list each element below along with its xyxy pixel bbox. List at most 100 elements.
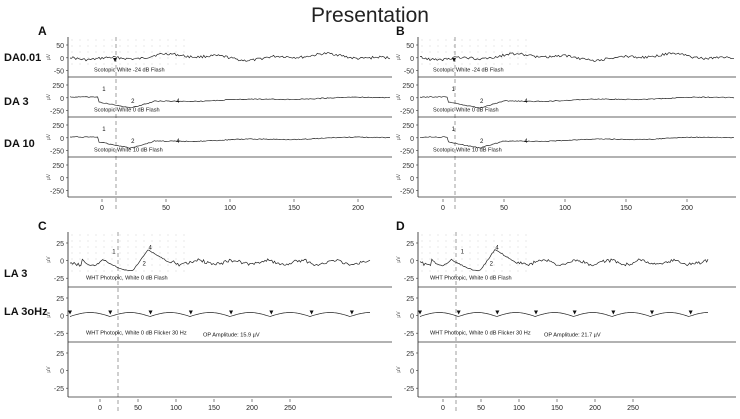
y-tick-label: -25 [404, 386, 414, 393]
x-tick-label: 0 [98, 405, 102, 412]
grid-dot [175, 252, 177, 254]
trace-label: Scotopic White 10 dB Flash [94, 147, 163, 153]
grid-dot [111, 240, 113, 242]
grid-dot [453, 252, 455, 254]
grid-dot [437, 234, 439, 236]
grid-dot [119, 51, 121, 53]
grid-dot [79, 57, 81, 59]
y-tick-label: 250 [52, 83, 64, 90]
grid-dot [525, 246, 527, 248]
grid-dot [501, 246, 503, 248]
row-label-da001: DA0.01 [4, 52, 42, 64]
grid-dot [485, 258, 487, 260]
grid-dot [167, 240, 169, 242]
grid-dot [485, 57, 487, 59]
channel-label: µV [396, 53, 402, 60]
grid-dot [421, 240, 423, 242]
flicker-peak-marker [650, 310, 654, 315]
grid-dot [469, 57, 471, 59]
grid-dot [159, 57, 161, 59]
grid-dot [183, 63, 185, 65]
y-tick-label: 0 [410, 259, 414, 266]
grid-dot [501, 234, 503, 236]
grid-dot [79, 246, 81, 248]
y-tick-label: 0 [60, 314, 64, 321]
grid-dot [421, 45, 423, 47]
grid-dot [135, 57, 137, 59]
grid-dot [127, 57, 129, 59]
grid-dot [95, 39, 97, 41]
trace-marker-number: 2 [490, 262, 494, 268]
grid-dot [127, 39, 129, 41]
grid-dot [485, 264, 487, 266]
y-tick-label: -25 [54, 331, 64, 338]
grid-dot [469, 234, 471, 236]
y-tick-label: -250 [400, 109, 414, 116]
channel-label: µV [396, 133, 402, 140]
trace-marker-number: 4 [176, 139, 180, 145]
grid-dot [103, 234, 105, 236]
grid-dot [445, 39, 447, 41]
grid-dot [509, 45, 511, 47]
x-tick-label: 0 [441, 405, 445, 412]
grid-dot [159, 63, 161, 65]
grid-dot [143, 240, 145, 242]
grid-dot [501, 63, 503, 65]
grid-dot [469, 252, 471, 254]
grid-dot [103, 264, 105, 266]
trace-marker-number: 1 [461, 250, 465, 256]
grid-dot [421, 57, 423, 59]
grid-dot [461, 270, 463, 272]
grid-dot [445, 63, 447, 65]
grid-dot [509, 246, 511, 248]
flicker-peak-marker [611, 310, 616, 315]
channel-label: µV [396, 366, 402, 373]
y-tick-label: 0 [60, 136, 64, 143]
grid-dot [71, 39, 73, 41]
grid-dot [437, 45, 439, 47]
grid-dot [175, 240, 177, 242]
trace-marker-number: 4 [495, 246, 499, 252]
x-tick-label: 100 [559, 205, 571, 212]
grid-dot [429, 234, 431, 236]
grid-dot [501, 45, 503, 47]
flicker-peak-marker [108, 310, 113, 315]
trace-marker-number: 4 [524, 139, 528, 145]
grid-dot [167, 270, 169, 272]
grid-dot [95, 234, 97, 236]
waveform-trace [419, 249, 709, 271]
grid-dot [127, 45, 129, 47]
grid-dot [421, 264, 423, 266]
grid-dot [445, 258, 447, 260]
grid-dot [111, 270, 113, 272]
grid-dot [175, 51, 177, 53]
grid-dot [421, 234, 423, 236]
grid-dot [119, 39, 121, 41]
x-tick-label: 150 [620, 205, 632, 212]
y-tick-label: 0 [60, 259, 64, 266]
y-tick-label: 250 [402, 83, 414, 90]
grid-dot [143, 270, 145, 272]
flicker-peak-marker [229, 310, 234, 315]
grid-dot [517, 264, 519, 266]
grid-dot [79, 258, 81, 260]
grid-dot [183, 246, 185, 248]
grid-dot [167, 264, 169, 266]
y-tick-label: -25 [404, 276, 414, 283]
grid-dot [167, 258, 169, 260]
y-tick-label: -25 [54, 276, 64, 283]
grid-dot [421, 63, 423, 65]
y-tick-label: -25 [404, 331, 414, 338]
grid-dot [437, 264, 439, 266]
grid-dot [517, 270, 519, 272]
grid-dot [517, 240, 519, 242]
grid-dot [501, 51, 503, 53]
grid-dot [429, 252, 431, 254]
grid-dot [437, 270, 439, 272]
grid-dot [183, 234, 185, 236]
grid-dot [525, 63, 527, 65]
grid-dot [477, 264, 479, 266]
grid-dot [95, 240, 97, 242]
grid-dot [485, 45, 487, 47]
